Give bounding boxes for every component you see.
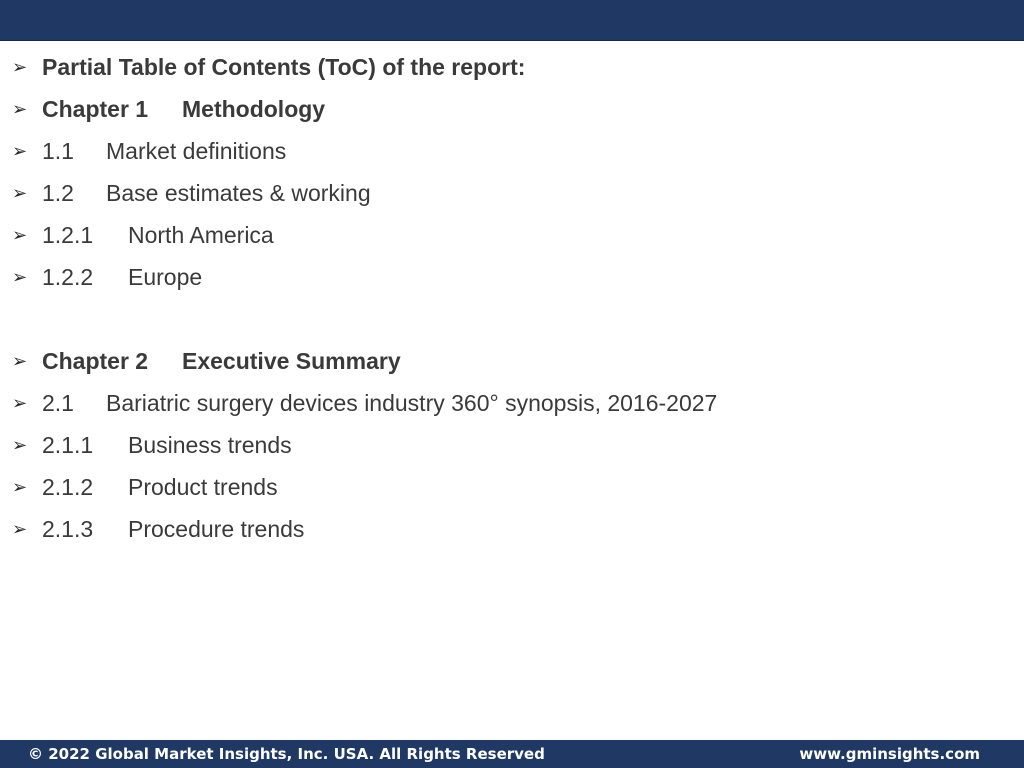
footer-bar: © 2022 Global Market Insights, Inc. USA.… bbox=[0, 740, 1024, 768]
arrow-bullet-icon: ➢ bbox=[12, 224, 28, 246]
toc-item-label: Procedure trends bbox=[128, 515, 305, 542]
arrow-bullet-icon: ➢ bbox=[12, 266, 28, 288]
toc-item-2-1-1: ➢ 2.1.1 Business trends bbox=[12, 424, 292, 466]
toc-item-number: 1.2.1 bbox=[42, 221, 94, 248]
toc-item-number: 1.1 bbox=[42, 137, 74, 164]
toc-item-number: 1.2 bbox=[42, 179, 74, 206]
toc-item-1-1: ➢ 1.1 Market definitions bbox=[12, 130, 286, 172]
toc-item-number: 2.1.3 bbox=[42, 515, 94, 542]
arrow-bullet-icon: ➢ bbox=[12, 350, 28, 372]
toc-heading: ➢ Partial Table of Contents (ToC) of the… bbox=[12, 46, 525, 88]
toc-chapter-title: Methodology bbox=[182, 95, 326, 122]
toc-item-2-1-3: ➢ 2.1.3 Procedure trends bbox=[12, 508, 304, 550]
toc-item-number: 2.1.2 bbox=[42, 473, 94, 500]
toc-item-label: North America bbox=[128, 221, 274, 248]
header-bar bbox=[0, 0, 1024, 41]
toc-item-1-2-2: ➢ 1.2.2 Europe bbox=[12, 256, 202, 298]
toc-chapter-number: Chapter 1 bbox=[42, 95, 149, 122]
toc-item-1-2: ➢ 1.2 Base estimates & working bbox=[12, 172, 371, 214]
toc-item-label: Product trends bbox=[128, 473, 278, 500]
arrow-bullet-icon: ➢ bbox=[12, 56, 28, 78]
toc-item-label: Market definitions bbox=[106, 137, 287, 164]
arrow-bullet-icon: ➢ bbox=[12, 476, 28, 498]
toc-item-number: 2.1 bbox=[42, 389, 74, 416]
arrow-bullet-icon: ➢ bbox=[12, 140, 28, 162]
toc-item-label: Base estimates & working bbox=[106, 179, 371, 206]
toc-chapter-number: Chapter 2 bbox=[42, 347, 149, 374]
arrow-bullet-icon: ➢ bbox=[12, 392, 28, 414]
arrow-bullet-icon: ➢ bbox=[12, 518, 28, 540]
toc-item-2-1: ➢ 2.1 Bariatric surgery devices industry… bbox=[12, 382, 717, 424]
arrow-bullet-icon: ➢ bbox=[12, 182, 28, 204]
toc-chapter-2: ➢ Chapter 2 Executive Summary bbox=[12, 340, 401, 382]
website-link[interactable]: www.gminsights.com bbox=[799, 745, 980, 763]
arrow-bullet-icon: ➢ bbox=[12, 98, 28, 120]
toc-chapter-title: Executive Summary bbox=[182, 347, 401, 374]
arrow-bullet-icon: ➢ bbox=[12, 434, 28, 456]
toc-item-1-2-1: ➢ 1.2.1 North America bbox=[12, 214, 274, 256]
toc-item-number: 1.2.2 bbox=[42, 263, 94, 290]
toc-chapter-1: ➢ Chapter 1 Methodology bbox=[12, 88, 325, 130]
toc-item-label: Business trends bbox=[128, 431, 292, 458]
copyright-text: © 2022 Global Market Insights, Inc. USA.… bbox=[28, 745, 545, 763]
toc-item-2-1-2: ➢ 2.1.2 Product trends bbox=[12, 466, 278, 508]
toc-item-label: Bariatric surgery devices industry 360° … bbox=[106, 389, 718, 416]
toc-heading-label: Partial Table of Contents (ToC) of the r… bbox=[42, 53, 526, 80]
toc-item-label: Europe bbox=[128, 263, 203, 290]
toc-item-number: 2.1.1 bbox=[42, 431, 94, 458]
